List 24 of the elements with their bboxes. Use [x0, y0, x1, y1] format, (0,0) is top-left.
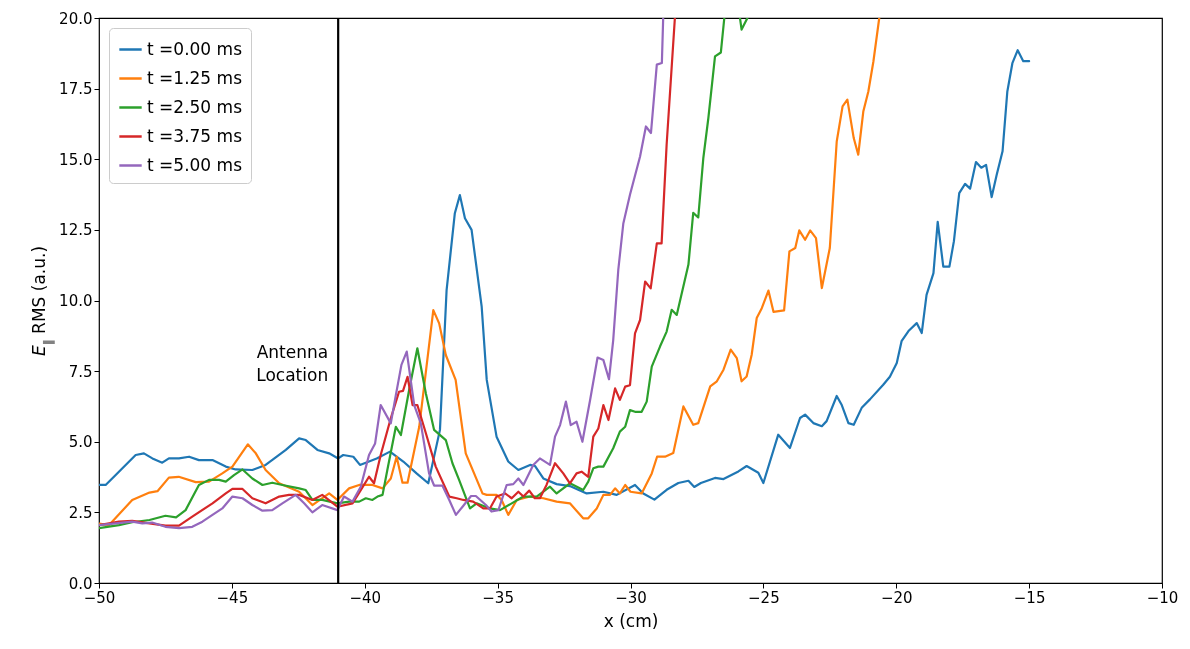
legend-label: t =0.00 ms — [147, 38, 243, 59]
legend-label: t =1.25 ms — [147, 67, 243, 88]
y-tick-label: 5.0 — [68, 433, 93, 452]
line-series — [99, 18, 881, 527]
ref-line-label: Antenna Location — [256, 342, 329, 385]
y-tick-label: 15.0 — [59, 150, 93, 169]
y-tick-label: 7.5 — [68, 362, 93, 381]
y-tick-label: 10.0 — [59, 292, 93, 310]
x-tick-label: −15 — [1013, 588, 1046, 607]
x-tick-label: −35 — [482, 588, 514, 607]
y-tick-label: 20.0 — [59, 9, 93, 28]
x-tick-label: −25 — [748, 588, 780, 607]
legend-label: t =3.75 ms — [147, 125, 243, 146]
x-tick-label: −45 — [216, 588, 249, 607]
y-tick-label: 2.5 — [68, 503, 93, 522]
x-tick-label: −30 — [615, 588, 647, 607]
legend-label: t =2.50 ms — [147, 96, 243, 117]
legend-label: t =5.00 ms — [147, 154, 243, 175]
x-tick-label: −40 — [349, 588, 382, 607]
y-tick-label: 17.5 — [59, 80, 93, 99]
x-tick-label: −20 — [880, 588, 913, 607]
x-tick-label: −10 — [1146, 588, 1179, 607]
y-tick-label: 12.5 — [59, 221, 93, 240]
x-axis-title: x (cm) — [603, 610, 659, 631]
